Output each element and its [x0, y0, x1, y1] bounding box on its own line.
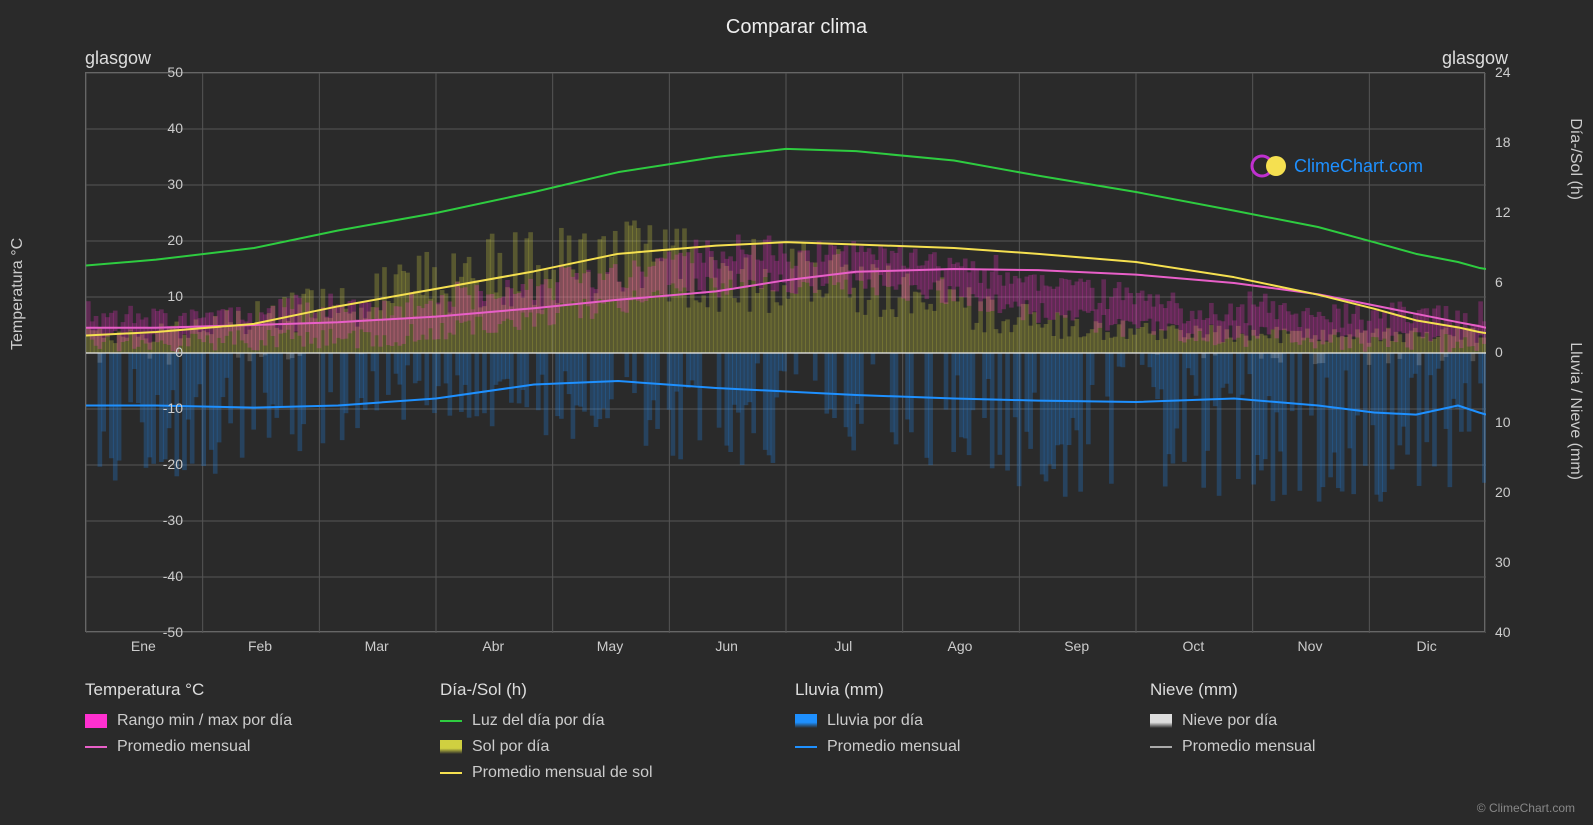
- legend-temp-avg-label: Promedio mensual: [117, 738, 250, 756]
- legend-temp: Temperatura °C Rango min / max por día P…: [85, 680, 420, 790]
- legend-snow-header: Nieve (mm): [1150, 680, 1485, 700]
- legend-snow-daily: Nieve por día: [1150, 712, 1485, 730]
- legend-rain-avg: Promedio mensual: [795, 738, 1130, 756]
- legend: Temperatura °C Rango min / max por día P…: [85, 680, 1485, 790]
- legend-rain-avg-label: Promedio mensual: [827, 738, 960, 756]
- legend-sun-avg-label: Promedio mensual de sol: [472, 764, 653, 782]
- chart-title: Comparar clima: [0, 0, 1593, 39]
- legend-snow: Nieve (mm) Nieve por día Promedio mensua…: [1150, 680, 1485, 790]
- legend-snow-avg: Promedio mensual: [1150, 738, 1485, 756]
- plot-area: ClimeChart.comClimeChart.com: [85, 72, 1485, 632]
- swatch-rain-daily: [795, 714, 817, 728]
- swatch-snow-avg: [1150, 746, 1172, 748]
- legend-rain-header: Lluvia (mm): [795, 680, 1130, 700]
- swatch-rain-avg: [795, 746, 817, 748]
- swatch-daylight: [440, 720, 462, 722]
- legend-rain: Lluvia (mm) Lluvia por día Promedio mens…: [795, 680, 1130, 790]
- chart-svg: ClimeChart.comClimeChart.com: [86, 73, 1486, 633]
- y-axis-right-top-label: Día-/Sol (h): [1566, 118, 1584, 200]
- legend-sun: Sol por día: [440, 738, 775, 756]
- legend-daylight-label: Luz del día por día: [472, 712, 605, 730]
- location-label-left: glasgow: [85, 48, 151, 69]
- y-axis-left-label: Temperatura °C: [9, 238, 27, 350]
- swatch-sun-avg: [440, 772, 462, 774]
- legend-rain-daily-label: Lluvia por día: [827, 712, 923, 730]
- legend-temp-range-label: Rango min / max por día: [117, 712, 292, 730]
- swatch-sun: [440, 740, 462, 754]
- y-axis-right-bottom-label: Lluvia / Nieve (mm): [1566, 342, 1584, 480]
- legend-sun-label: Sol por día: [472, 738, 549, 756]
- legend-daylight: Luz del día por día: [440, 712, 775, 730]
- legend-snow-daily-label: Nieve por día: [1182, 712, 1277, 730]
- legend-daysun: Día-/Sol (h) Luz del día por día Sol por…: [440, 680, 775, 790]
- legend-snow-avg-label: Promedio mensual: [1182, 738, 1315, 756]
- svg-text:ClimeChart.com: ClimeChart.com: [1294, 156, 1423, 176]
- swatch-temp-range: [85, 714, 107, 728]
- swatch-temp-avg: [85, 746, 107, 748]
- legend-rain-daily: Lluvia por día: [795, 712, 1130, 730]
- legend-daysun-header: Día-/Sol (h): [440, 680, 775, 700]
- swatch-snow-daily: [1150, 714, 1172, 728]
- legend-temp-range: Rango min / max por día: [85, 712, 420, 730]
- legend-temp-header: Temperatura °C: [85, 680, 420, 700]
- legend-sun-avg: Promedio mensual de sol: [440, 764, 775, 782]
- copyright-text: © ClimeChart.com: [1477, 801, 1575, 815]
- legend-temp-avg: Promedio mensual: [85, 738, 420, 756]
